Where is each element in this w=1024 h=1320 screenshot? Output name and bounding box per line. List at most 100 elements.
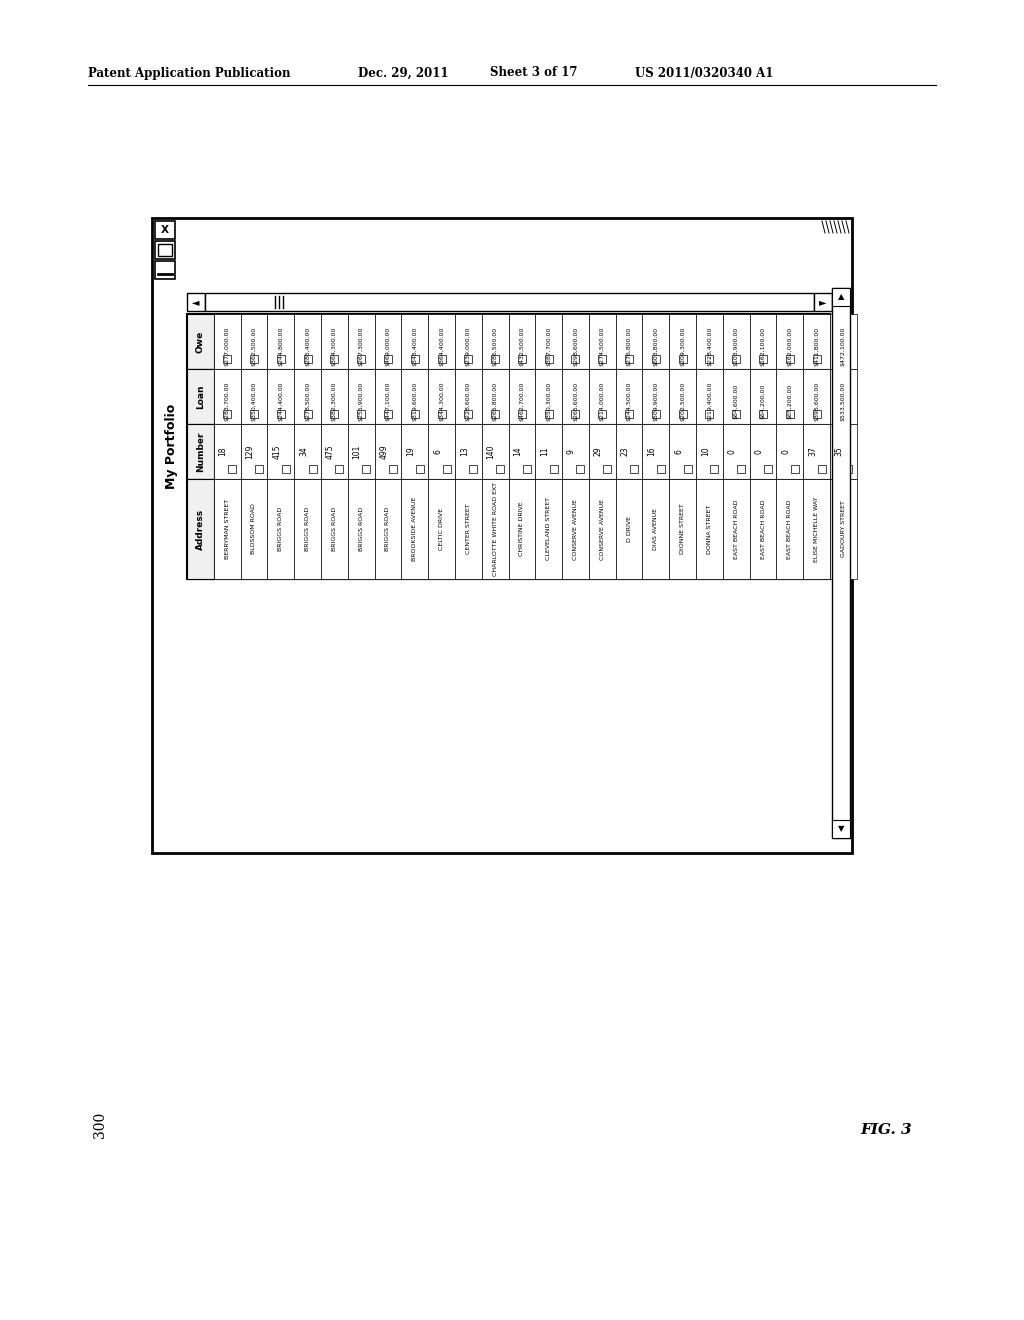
- Text: 9: 9: [567, 449, 575, 454]
- Text: 6: 6: [674, 449, 683, 454]
- Bar: [348, 479, 375, 579]
- Text: DIAS AVENUE: DIAS AVENUE: [653, 508, 658, 550]
- Bar: [492, 355, 499, 363]
- Bar: [455, 479, 481, 579]
- Text: 11: 11: [541, 446, 549, 457]
- Bar: [205, 293, 814, 312]
- Bar: [679, 355, 687, 363]
- Bar: [455, 370, 481, 424]
- Bar: [496, 465, 504, 473]
- Bar: [509, 479, 536, 579]
- Text: $395,600.00: $395,600.00: [814, 381, 819, 421]
- Bar: [428, 314, 455, 370]
- Bar: [696, 479, 723, 579]
- Text: Address: Address: [196, 508, 205, 549]
- Text: $472,100.00: $472,100.00: [841, 327, 846, 366]
- Bar: [711, 465, 719, 473]
- Text: $162,100.00: $162,100.00: [761, 327, 766, 366]
- Text: $219,400.00: $219,400.00: [707, 381, 712, 421]
- Bar: [536, 479, 562, 579]
- Text: Owe: Owe: [196, 330, 205, 352]
- Text: CONSERVE AVENUE: CONSERVE AVENUE: [600, 499, 605, 560]
- Bar: [803, 370, 830, 424]
- Bar: [187, 314, 830, 370]
- Bar: [294, 314, 321, 370]
- Bar: [187, 479, 830, 579]
- Bar: [803, 424, 830, 479]
- Text: 16: 16: [647, 446, 656, 457]
- Bar: [155, 242, 175, 259]
- Text: $362,500.00: $362,500.00: [252, 327, 256, 366]
- Bar: [241, 370, 267, 424]
- Text: CENTER STREET: CENTER STREET: [466, 504, 471, 554]
- Bar: [615, 479, 642, 579]
- Text: 35: 35: [835, 446, 844, 457]
- Bar: [545, 411, 553, 418]
- Bar: [723, 370, 750, 424]
- Bar: [357, 411, 366, 418]
- Text: 129: 129: [246, 445, 255, 458]
- Bar: [158, 244, 172, 256]
- Bar: [481, 314, 509, 370]
- Bar: [214, 424, 241, 479]
- Text: BRIGGS ROAD: BRIGGS ROAD: [358, 507, 364, 552]
- Bar: [670, 424, 696, 479]
- Bar: [598, 355, 606, 363]
- Bar: [294, 370, 321, 424]
- Bar: [223, 355, 231, 363]
- Text: BRIGGS ROAD: BRIGGS ROAD: [332, 507, 337, 552]
- Text: $387,700.00: $387,700.00: [546, 327, 551, 366]
- Bar: [187, 370, 214, 424]
- Bar: [550, 465, 558, 473]
- Bar: [642, 479, 670, 579]
- Text: 13: 13: [460, 446, 469, 457]
- Bar: [401, 314, 428, 370]
- Text: $277,000.00: $277,000.00: [224, 327, 229, 366]
- Bar: [830, 314, 857, 370]
- Text: $462,700.00: $462,700.00: [519, 381, 524, 421]
- Bar: [223, 411, 231, 418]
- Text: 19: 19: [407, 446, 415, 457]
- Text: $244,500.00: $244,500.00: [627, 381, 632, 421]
- Text: $285,400.00: $285,400.00: [305, 327, 310, 366]
- Bar: [389, 465, 397, 473]
- Bar: [625, 411, 633, 418]
- Text: CONSERVE AVENUE: CONSERVE AVENUE: [573, 499, 578, 560]
- Text: 34: 34: [299, 446, 308, 457]
- Bar: [813, 411, 820, 418]
- Bar: [562, 314, 589, 370]
- Bar: [589, 370, 615, 424]
- Bar: [589, 424, 615, 479]
- Text: CHARLOTTE WHITE ROAD EXT: CHARLOTTE WHITE ROAD EXT: [493, 482, 498, 576]
- Bar: [348, 370, 375, 424]
- Bar: [670, 314, 696, 370]
- Text: CHRISTINE DRIVE: CHRISTINE DRIVE: [519, 502, 524, 556]
- Bar: [814, 293, 831, 312]
- Text: $209,300.00: $209,300.00: [680, 327, 685, 366]
- Text: 0: 0: [781, 449, 791, 454]
- Text: Number: Number: [196, 432, 205, 471]
- Bar: [428, 424, 455, 479]
- Bar: [803, 479, 830, 579]
- Bar: [750, 479, 776, 579]
- Text: $214,000.00: $214,000.00: [600, 381, 605, 421]
- Text: 300: 300: [93, 1111, 106, 1138]
- Text: $267,300.00: $267,300.00: [358, 327, 364, 366]
- Bar: [241, 479, 267, 579]
- Text: US 2011/0320340 A1: US 2011/0320340 A1: [635, 66, 773, 79]
- Text: FIG. 3: FIG. 3: [860, 1123, 911, 1137]
- Bar: [375, 314, 401, 370]
- Bar: [830, 370, 857, 424]
- Text: $228,400.00: $228,400.00: [707, 327, 712, 366]
- Bar: [335, 465, 343, 473]
- Bar: [250, 411, 258, 418]
- Bar: [696, 424, 723, 479]
- Bar: [267, 424, 294, 479]
- Text: $603,800.00: $603,800.00: [653, 327, 658, 366]
- Bar: [294, 424, 321, 479]
- Text: $509,900.00: $509,900.00: [653, 381, 658, 421]
- Bar: [187, 314, 830, 579]
- Bar: [375, 370, 401, 424]
- Bar: [759, 355, 767, 363]
- Bar: [187, 424, 830, 479]
